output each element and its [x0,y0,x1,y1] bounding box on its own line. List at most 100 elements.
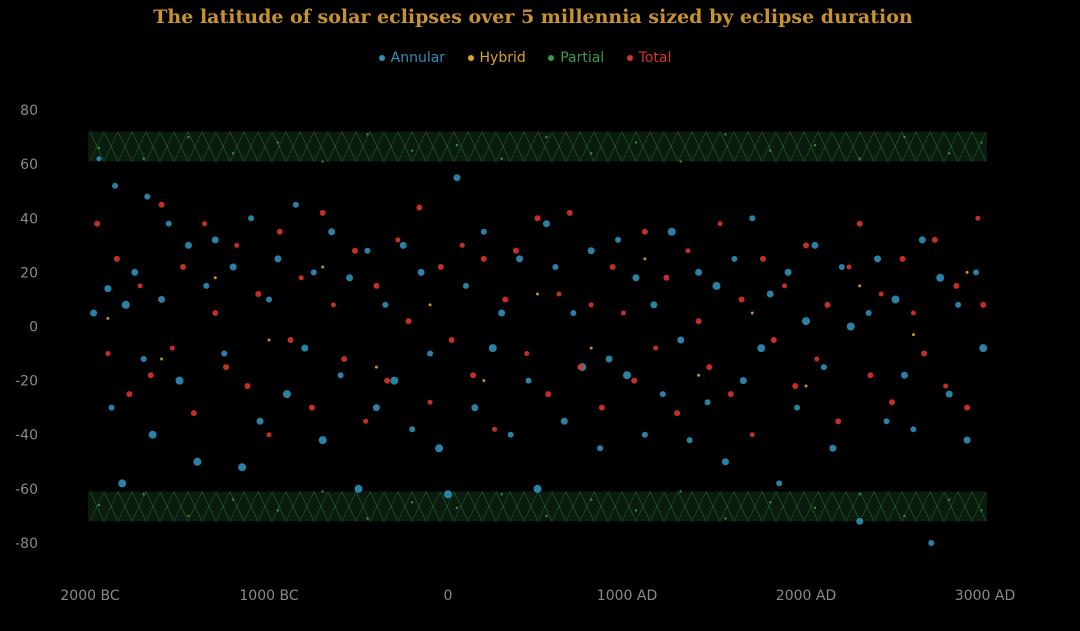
point-annular[interactable] [963,436,971,444]
point-annular[interactable] [364,247,371,254]
point-total[interactable] [351,247,358,254]
point-partial[interactable] [321,160,324,163]
legend-item-total[interactable]: Total [626,50,671,66]
point-hybrid[interactable] [643,257,647,261]
point-partial[interactable] [232,498,235,501]
point-annular[interactable] [399,241,407,249]
point-annular[interactable] [140,355,147,362]
point-annular[interactable] [462,282,469,289]
point-annular[interactable] [784,268,792,276]
point-annular[interactable] [427,350,434,357]
point-hybrid[interactable] [106,316,110,320]
point-total[interactable] [287,337,294,344]
point-partial[interactable] [769,149,772,152]
point-annular[interactable] [238,463,247,472]
point-hybrid[interactable] [374,365,378,369]
point-annular[interactable] [749,215,756,222]
point-annular[interactable] [131,268,139,276]
point-annular[interactable] [203,282,210,289]
point-total[interactable] [609,263,616,270]
point-partial[interactable] [679,160,682,163]
point-partial[interactable] [500,493,503,496]
point-annular[interactable] [184,241,192,249]
point-total[interactable] [330,302,336,308]
point-total[interactable] [653,345,659,351]
point-annular[interactable] [301,344,309,352]
point-total[interactable] [577,364,584,371]
point-total[interactable] [470,372,477,379]
point-partial[interactable] [545,514,548,518]
point-annular[interactable] [739,377,747,385]
point-total[interactable] [663,274,670,281]
point-total[interactable] [824,301,831,308]
point-annular[interactable] [193,457,202,466]
point-annular[interactable] [274,255,282,263]
point-total[interactable] [244,383,251,390]
point-partial[interactable] [187,135,190,139]
point-annular[interactable] [865,309,872,316]
point-total[interactable] [910,310,916,316]
point-partial[interactable] [903,514,906,518]
point-annular[interactable] [918,236,926,244]
point-total[interactable] [856,220,863,227]
legend-item-annular[interactable]: Annular [378,50,445,66]
point-annular[interactable] [256,417,264,425]
point-total[interactable] [943,383,949,389]
point-total[interactable] [738,296,745,303]
point-total[interactable] [427,399,433,405]
point-total[interactable] [749,432,755,438]
point-annular[interactable] [659,391,666,398]
point-annular[interactable] [229,263,237,271]
point-hybrid[interactable] [428,303,432,307]
point-partial[interactable] [634,509,638,512]
point-annular[interactable] [282,390,291,399]
point-annular[interactable] [874,255,882,263]
point-total[interactable] [534,215,541,222]
point-total[interactable] [319,209,326,216]
point-annular[interactable] [148,430,157,439]
point-annular[interactable] [354,484,363,493]
point-partial[interactable] [948,152,951,155]
point-hybrid[interactable] [589,346,593,350]
point-annular[interactable] [856,517,864,525]
point-partial[interactable] [724,133,727,136]
point-annular[interactable] [96,156,102,162]
point-annular[interactable] [112,182,119,189]
point-total[interactable] [706,364,713,371]
point-partial[interactable] [634,141,638,144]
point-annular[interactable] [435,444,444,453]
point-annular[interactable] [945,390,953,398]
point-hybrid[interactable] [267,338,271,342]
point-annular[interactable] [677,336,685,344]
point-total[interactable] [760,255,767,262]
point-partial[interactable] [232,152,235,155]
point-annular[interactable] [811,241,819,249]
point-total[interactable] [545,391,552,398]
point-annular[interactable] [165,220,172,227]
point-annular[interactable] [597,445,604,452]
point-annular[interactable] [175,376,184,385]
point-partial[interactable] [948,498,951,501]
point-total[interactable] [964,404,971,411]
point-total[interactable] [308,404,315,411]
point-annular[interactable] [372,404,380,412]
point-total[interactable] [641,228,648,235]
point-total[interactable] [113,255,120,262]
point-annular[interactable] [928,539,935,546]
point-total[interactable] [598,404,605,411]
point-annular[interactable] [310,269,317,276]
point-total[interactable] [480,255,487,262]
point-annular[interactable] [328,228,336,236]
legend-item-hybrid[interactable]: Hybrid [467,50,526,66]
point-annular[interactable] [766,290,774,298]
point-annular[interactable] [829,444,837,452]
point-annular[interactable] [695,268,703,276]
point-annular[interactable] [90,309,98,317]
point-annular[interactable] [704,399,711,406]
point-annular[interactable] [794,404,801,411]
point-annular[interactable] [641,431,648,438]
point-partial[interactable] [858,157,861,160]
point-annular[interactable] [337,372,344,379]
point-total[interactable] [266,432,272,438]
point-hybrid[interactable] [160,357,164,361]
